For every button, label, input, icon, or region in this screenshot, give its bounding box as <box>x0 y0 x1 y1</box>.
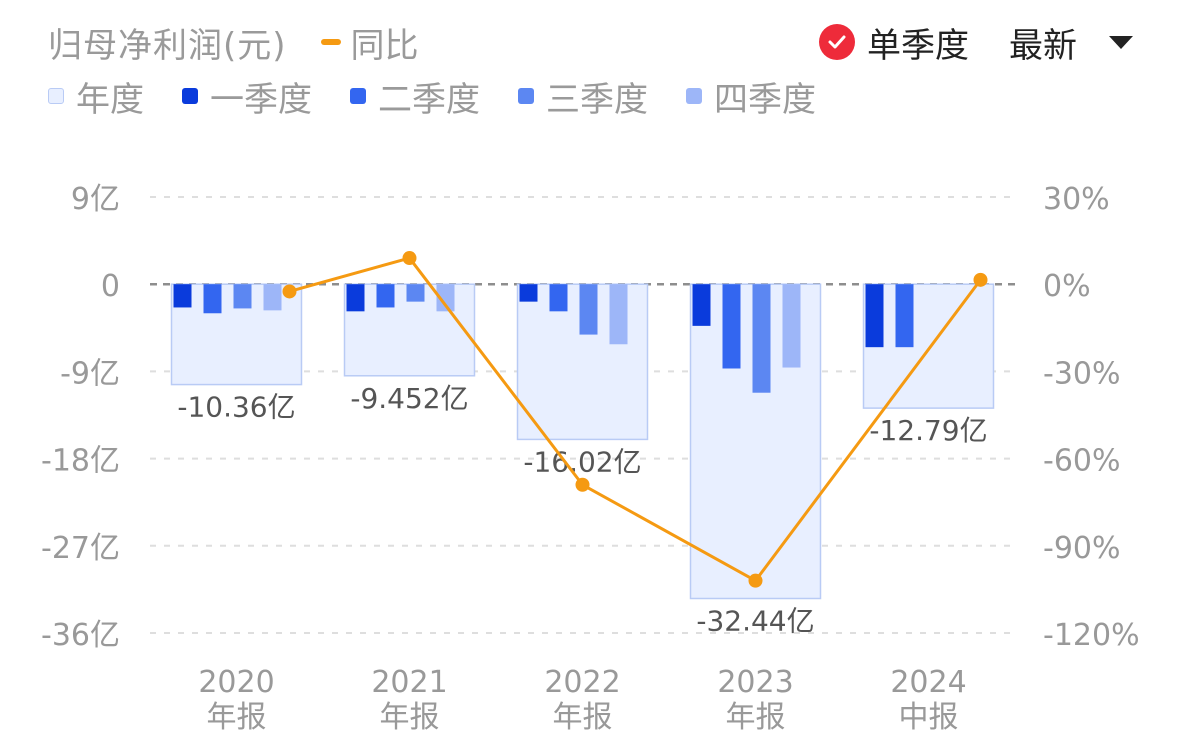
legend-label: 年度 <box>76 79 144 120</box>
x-tick-period: 年报 <box>726 700 786 735</box>
period-select[interactable]: 最新 <box>1009 25 1077 66</box>
yoy-point <box>282 284 297 299</box>
yoy-legend-marker <box>320 39 341 45</box>
annual-value-label: -12.79亿 <box>869 414 987 447</box>
legend-swatch <box>350 88 366 104</box>
chart-controls: 单季度 最新 <box>819 18 1133 66</box>
x-tick-period: 年报 <box>207 700 267 735</box>
yoy-point <box>973 272 988 287</box>
legend-swatch <box>518 88 534 104</box>
quarter-bar <box>722 284 741 369</box>
legend-label: 二季度 <box>378 79 480 120</box>
annual-bar <box>862 283 995 409</box>
quarter-bar <box>203 284 222 314</box>
y-right-tick-label: -120% <box>1043 618 1140 653</box>
y-left-tick-label: -18亿 <box>41 444 120 479</box>
quarter-bar <box>376 284 395 308</box>
chart-legend: 年度 一季度 二季度 三季度 四季度 <box>48 72 854 120</box>
chart-header: 归母净利润(元) 同比 <box>48 18 419 66</box>
quarter-bar <box>609 284 628 345</box>
y-left-tick-label: -36亿 <box>41 618 120 653</box>
legend-swatch <box>182 88 198 104</box>
checkmark-icon[interactable] <box>819 24 855 60</box>
yoy-legend-label[interactable]: 同比 <box>350 25 419 66</box>
dropdown-caret-icon[interactable] <box>1109 35 1133 49</box>
yoy-point <box>575 477 590 492</box>
quarter-bar <box>263 284 282 311</box>
x-tick-year: 2024 <box>890 665 966 700</box>
quarter-bar <box>895 284 914 348</box>
x-tick-year: 2023 <box>717 665 793 700</box>
legend-swatch <box>48 88 64 104</box>
legend-label: 三季度 <box>546 79 648 120</box>
quarter-bar <box>436 284 455 312</box>
chart-title: 归母净利润(元) <box>48 25 287 66</box>
y-right-tick-label: -60% <box>1043 444 1121 479</box>
quarter-bar <box>579 284 598 335</box>
y-left-tick-label: 0 <box>101 269 120 304</box>
quarter-bar <box>752 284 771 393</box>
x-tick-year: 2022 <box>544 665 620 700</box>
annual-value-label: -16.02亿 <box>523 445 641 478</box>
quarter-bar <box>346 284 365 312</box>
quarter-bar <box>782 284 801 368</box>
y-right-tick-label: -90% <box>1043 531 1121 566</box>
annual-value-label: -10.36亿 <box>177 391 295 424</box>
quarter-bar <box>173 284 192 308</box>
legend-swatch <box>686 88 702 104</box>
y-left-tick-label: 9亿 <box>71 182 120 217</box>
y-left-tick-label: -27亿 <box>41 531 120 566</box>
single-quarter-toggle[interactable]: 单季度 <box>867 25 969 66</box>
x-tick-period: 中报 <box>899 700 959 735</box>
legend-item[interactable]: 年度 <box>48 72 144 121</box>
quarter-bar <box>549 284 568 312</box>
x-tick-period: 年报 <box>553 700 613 735</box>
y-right-tick-label: 30% <box>1043 182 1110 217</box>
legend-label: 一季度 <box>210 79 312 120</box>
annual-value-label: -32.44亿 <box>696 605 814 638</box>
yoy-point <box>748 573 763 588</box>
legend-label: 四季度 <box>714 79 816 120</box>
y-right-tick-label: -30% <box>1043 356 1121 391</box>
quarter-bar <box>519 284 538 302</box>
legend-item[interactable]: 一季度 <box>182 72 312 121</box>
quarter-bar <box>233 284 252 309</box>
y-right-tick-label: 0% <box>1043 269 1091 304</box>
yoy-point <box>402 251 417 266</box>
x-tick-year: 2021 <box>371 665 447 700</box>
quarter-bar <box>865 284 884 348</box>
x-tick-period: 年报 <box>380 700 440 735</box>
legend-item[interactable]: 四季度 <box>686 72 816 121</box>
legend-item[interactable]: 三季度 <box>518 72 648 121</box>
annual-value-label: -9.452亿 <box>350 382 468 415</box>
quarter-bar <box>692 284 711 326</box>
legend-item[interactable]: 二季度 <box>350 72 480 121</box>
quarter-bar <box>406 284 425 302</box>
y-left-tick-label: -9亿 <box>60 356 120 391</box>
x-tick-year: 2020 <box>198 665 274 700</box>
